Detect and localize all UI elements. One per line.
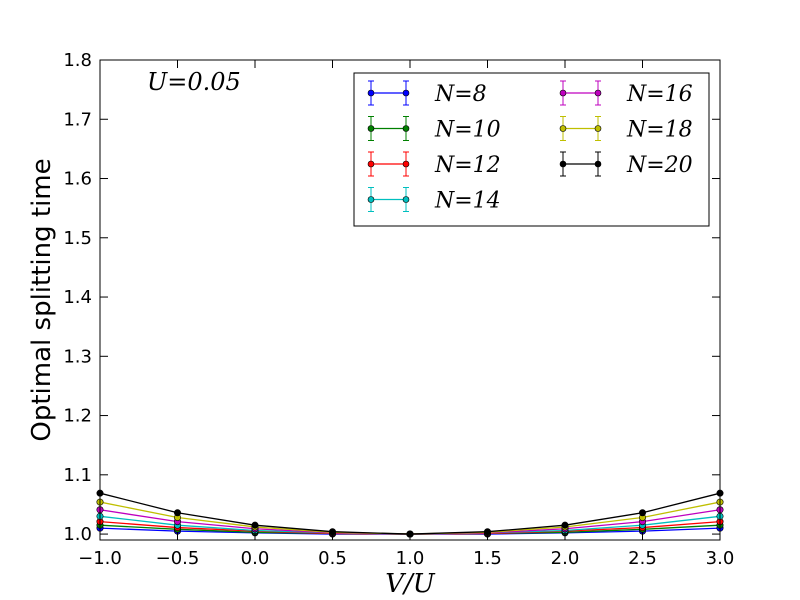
legend-label: N=8 (434, 82, 487, 107)
y-tick-label: 1.8 (63, 50, 92, 71)
legend-item: N=10 (367, 116, 501, 143)
series-layer (96, 489, 724, 538)
legend-marker (367, 125, 375, 132)
legend-item: N=12 (367, 151, 501, 178)
x-tick-label: 0.0 (241, 548, 270, 569)
y-tick-label: 1.4 (63, 287, 92, 308)
legend-marker (402, 125, 410, 132)
legend-label: N=18 (626, 118, 693, 143)
data-point (251, 521, 259, 529)
chart-annotation: U=0.05 (147, 68, 241, 96)
legend-marker (402, 160, 410, 168)
legend: N=8 N=10 N=12 N=14 N=16 N=18 N=20 (353, 72, 710, 227)
y-tick-label: 1.2 (63, 406, 92, 427)
y-tick-label: 1.3 (63, 346, 92, 367)
legend-marker (367, 89, 375, 97)
legend-marker (402, 196, 410, 203)
legend-label: N=20 (626, 153, 693, 178)
y-tick-label: 1.0 (63, 524, 92, 545)
legend-item: N=18 (559, 116, 693, 143)
legend-label: N=12 (434, 153, 501, 178)
legend-item: N=20 (559, 151, 693, 178)
y-tick-label: 1.5 (63, 228, 92, 249)
y-tick-label: 1.6 (63, 169, 92, 190)
data-point (638, 509, 646, 517)
x-tick-label: 2.5 (628, 548, 657, 569)
legend-marker (367, 160, 375, 168)
x-tick-label: 3.0 (706, 548, 735, 569)
x-tick-label: −0.5 (156, 548, 200, 569)
legend-box (353, 72, 710, 227)
x-tick-label: −1.0 (78, 548, 122, 569)
legend-marker (559, 125, 567, 132)
legend-marker (402, 89, 410, 97)
ticks-layer: −1.0 −0.5 0.0 0.5 1.0 1.5 2.0 2.5 3.0 1.0 1.1 1.2 1.… (63, 50, 734, 569)
y-axis-label: Optimal splitting time (27, 158, 57, 441)
legend-item: N=8 (367, 80, 487, 107)
legend-marker (594, 89, 602, 97)
legend-item: N=16 (559, 80, 693, 107)
data-point (561, 521, 569, 529)
legend-marker (367, 196, 375, 203)
x-axis-label: V/U (385, 569, 436, 599)
legend-label: N=10 (434, 118, 501, 143)
legend-marker (559, 89, 567, 97)
y-tick-label: 1.1 (63, 465, 92, 486)
legend-marker (594, 125, 602, 132)
legend-marker (594, 160, 602, 168)
legend-label: N=16 (626, 82, 693, 107)
legend-marker (559, 160, 567, 168)
legend-label: N=14 (434, 189, 501, 214)
x-tick-label: 0.5 (318, 548, 347, 569)
x-tick-label: 2.0 (551, 548, 580, 569)
x-tick-label: 1.0 (396, 548, 425, 569)
series-line (99, 501, 721, 535)
data-point (174, 509, 182, 517)
legend-item: N=14 (367, 187, 501, 214)
y-tick-label: 1.7 (63, 109, 92, 130)
x-tick-label: 1.5 (473, 548, 502, 569)
